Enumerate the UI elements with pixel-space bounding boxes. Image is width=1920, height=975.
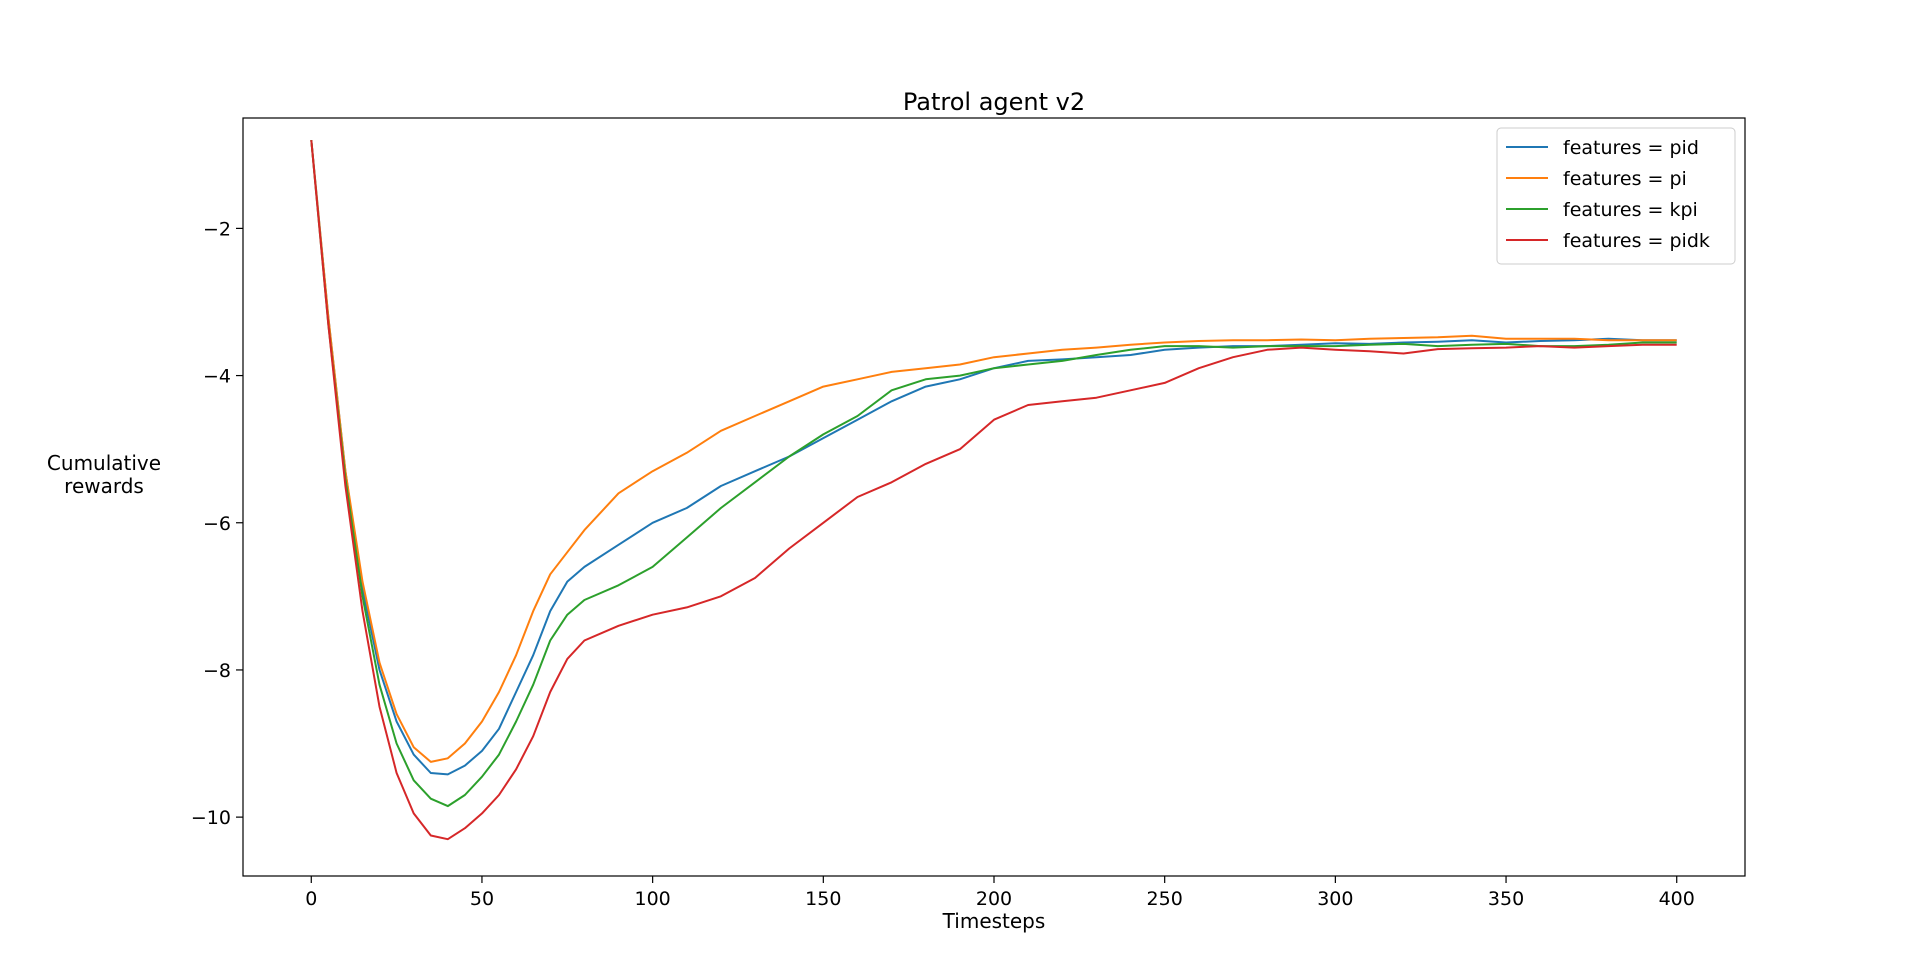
legend-label: features = pi bbox=[1563, 168, 1687, 190]
legend-label: features = pidk bbox=[1563, 230, 1710, 252]
x-tick-label: 250 bbox=[1147, 888, 1183, 910]
series-line-4 bbox=[310, 140, 1677, 841]
x-tick-label: 100 bbox=[635, 888, 671, 910]
chart-title: Patrol agent v2 bbox=[903, 88, 1085, 116]
legend-label: features = kpi bbox=[1563, 199, 1698, 221]
y-axis-title-line-1: Cumulative bbox=[47, 451, 161, 475]
x-axis-title: Timesteps bbox=[942, 909, 1046, 933]
y-tick-label: −2 bbox=[203, 218, 231, 240]
legend-label: features = pid bbox=[1563, 137, 1699, 159]
plot-area bbox=[310, 140, 1677, 841]
legend-box bbox=[1496, 127, 1736, 265]
x-tick-label: 0 bbox=[305, 888, 317, 910]
x-tick-label: 350 bbox=[1488, 888, 1524, 910]
y-tick-label: −8 bbox=[203, 660, 231, 682]
y-tick-label: −10 bbox=[191, 807, 231, 829]
series-line-3 bbox=[310, 140, 1677, 808]
x-tick-label: 200 bbox=[976, 888, 1012, 910]
y-axis: −2 −4 −6 −8 −10 bbox=[191, 218, 243, 829]
series-line-2 bbox=[310, 140, 1677, 763]
y-tick-label: −4 bbox=[203, 366, 231, 388]
x-axis: 0 50 100 150 200 250 300 350 400 bbox=[305, 876, 1695, 910]
x-tick-label: 300 bbox=[1317, 888, 1353, 910]
series-line-1 bbox=[310, 140, 1677, 776]
x-tick-label: 50 bbox=[470, 888, 494, 910]
legend: features = pid features = pi features = kp… bbox=[1496, 127, 1736, 265]
y-axis-title-line-2: rewards bbox=[64, 474, 144, 498]
y-tick-label: −6 bbox=[203, 513, 231, 535]
x-tick-label: 150 bbox=[805, 888, 841, 910]
x-tick-label: 400 bbox=[1659, 888, 1695, 910]
